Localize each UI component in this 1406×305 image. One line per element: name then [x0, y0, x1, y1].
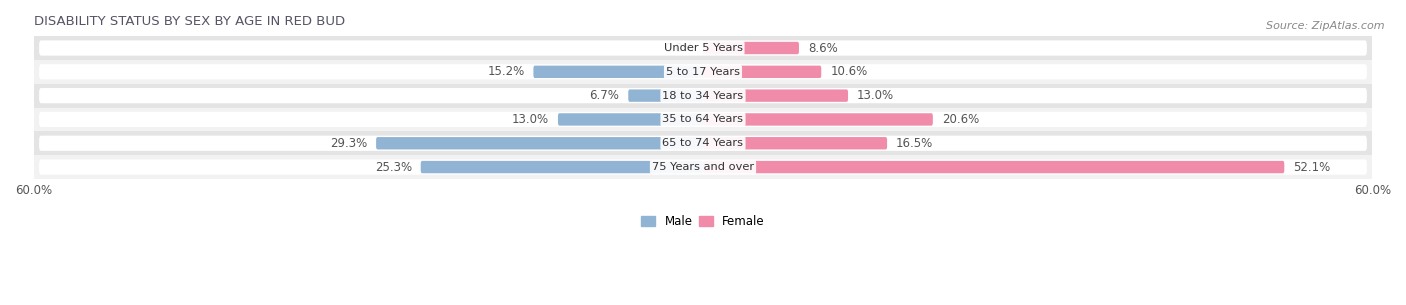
- Text: 13.0%: 13.0%: [858, 89, 894, 102]
- FancyBboxPatch shape: [375, 137, 703, 149]
- Text: Source: ZipAtlas.com: Source: ZipAtlas.com: [1267, 21, 1385, 31]
- FancyBboxPatch shape: [39, 112, 1367, 127]
- Legend: Male, Female: Male, Female: [637, 211, 769, 233]
- Text: 35 to 64 Years: 35 to 64 Years: [662, 114, 744, 124]
- Text: 5 to 17 Years: 5 to 17 Years: [666, 67, 740, 77]
- FancyBboxPatch shape: [703, 42, 799, 54]
- FancyBboxPatch shape: [628, 89, 703, 102]
- FancyBboxPatch shape: [39, 64, 1367, 79]
- FancyBboxPatch shape: [703, 89, 848, 102]
- Text: 25.3%: 25.3%: [374, 160, 412, 174]
- Text: 6.7%: 6.7%: [589, 89, 619, 102]
- Bar: [34, 36, 1372, 60]
- FancyBboxPatch shape: [533, 66, 703, 78]
- FancyBboxPatch shape: [39, 40, 1367, 56]
- FancyBboxPatch shape: [703, 161, 1284, 173]
- Text: 29.3%: 29.3%: [330, 137, 367, 150]
- FancyBboxPatch shape: [703, 137, 887, 149]
- FancyBboxPatch shape: [39, 88, 1367, 103]
- Text: 0.0%: 0.0%: [665, 41, 695, 55]
- Text: 75 Years and over: 75 Years and over: [652, 162, 754, 172]
- FancyBboxPatch shape: [39, 160, 1367, 175]
- Text: Under 5 Years: Under 5 Years: [664, 43, 742, 53]
- FancyBboxPatch shape: [420, 161, 703, 173]
- Bar: [34, 131, 1372, 155]
- Text: 16.5%: 16.5%: [896, 137, 934, 150]
- Text: 20.6%: 20.6%: [942, 113, 979, 126]
- Text: DISABILITY STATUS BY SEX BY AGE IN RED BUD: DISABILITY STATUS BY SEX BY AGE IN RED B…: [34, 15, 344, 28]
- Text: 65 to 74 Years: 65 to 74 Years: [662, 138, 744, 148]
- Bar: [34, 60, 1372, 84]
- Text: 18 to 34 Years: 18 to 34 Years: [662, 91, 744, 101]
- FancyBboxPatch shape: [703, 66, 821, 78]
- Bar: [34, 84, 1372, 108]
- Bar: [34, 155, 1372, 179]
- FancyBboxPatch shape: [39, 136, 1367, 151]
- Text: 52.1%: 52.1%: [1294, 160, 1330, 174]
- Text: 15.2%: 15.2%: [488, 65, 524, 78]
- Text: 10.6%: 10.6%: [830, 65, 868, 78]
- FancyBboxPatch shape: [703, 113, 932, 126]
- Text: 8.6%: 8.6%: [808, 41, 838, 55]
- Bar: [34, 108, 1372, 131]
- Text: 13.0%: 13.0%: [512, 113, 548, 126]
- FancyBboxPatch shape: [558, 113, 703, 126]
